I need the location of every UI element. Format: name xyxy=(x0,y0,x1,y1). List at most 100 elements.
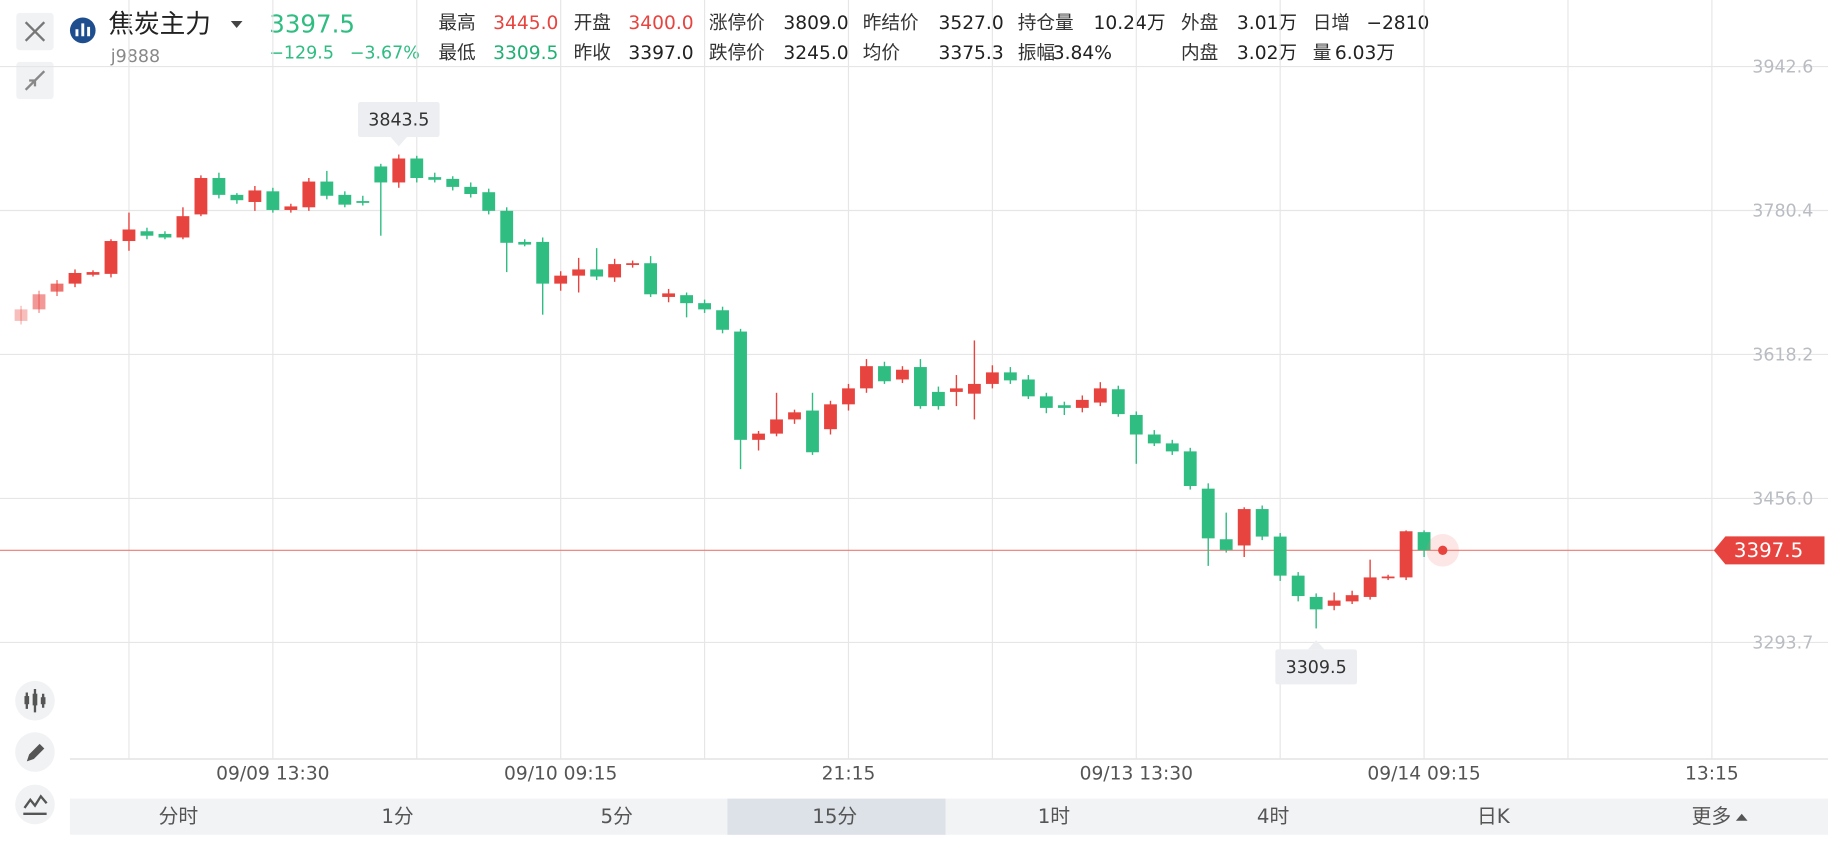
stat-value: 3375.3 xyxy=(938,43,1003,64)
annotation-box xyxy=(1275,649,1357,685)
stat-label: 日增 xyxy=(1313,13,1350,34)
candle-body xyxy=(608,264,622,278)
tab[interactable]: 分时 xyxy=(159,805,199,828)
candle-body xyxy=(1291,575,1305,597)
candle-body xyxy=(824,404,837,430)
y-tick-label: 3780.4 xyxy=(1752,202,1813,222)
candle-body xyxy=(1381,576,1395,579)
candle-body xyxy=(860,366,873,389)
stat-value: 10.24万 xyxy=(1094,13,1166,34)
candle-body xyxy=(104,241,118,274)
candle-body xyxy=(1165,443,1179,452)
stat-label: 均价 xyxy=(863,43,901,64)
last-price-tag-label: 3397.5 xyxy=(1734,539,1803,562)
candle-body xyxy=(374,166,388,183)
shrink-button[interactable] xyxy=(16,61,54,100)
candle-body xyxy=(158,233,172,238)
x-tick-label: 09/14 09:15 xyxy=(1367,764,1480,785)
candle-body xyxy=(806,410,819,453)
tab-arrow xyxy=(1735,813,1748,821)
candle-body xyxy=(967,383,981,394)
candle-body xyxy=(284,206,298,210)
candle-body xyxy=(734,331,747,440)
candle-body xyxy=(878,366,891,382)
tab[interactable]: 5分 xyxy=(601,805,634,828)
candle-body xyxy=(1327,600,1341,606)
y-tick-label: 3456.0 xyxy=(1752,490,1813,510)
candle-tool[interactable] xyxy=(15,680,55,721)
candle-body xyxy=(1237,509,1251,546)
candle-body xyxy=(500,210,514,243)
symbol-name[interactable]: 焦炭主力 xyxy=(108,10,211,40)
candle-body xyxy=(518,241,532,245)
stat-value: 3.84% xyxy=(1053,43,1112,64)
tab[interactable]: 1时 xyxy=(1038,805,1071,828)
stat-label: 开盘 xyxy=(574,13,611,34)
candle-body xyxy=(1075,399,1089,408)
x-tick-label: 21:15 xyxy=(822,764,876,785)
stat-label: 振幅 xyxy=(1018,43,1055,64)
close-button[interactable] xyxy=(16,12,54,51)
annotation-box xyxy=(357,102,440,138)
tab[interactable]: 1分 xyxy=(381,805,414,828)
candle-body xyxy=(1399,531,1413,578)
stat-label: 昨结价 xyxy=(863,13,919,34)
candle-body xyxy=(410,158,424,179)
stat-value: 6.03万 xyxy=(1335,43,1395,64)
y-tick-label: 3618.2 xyxy=(1752,346,1813,366)
tab[interactable]: 4时 xyxy=(1257,805,1290,828)
candle-body xyxy=(194,178,208,215)
indicator-tool[interactable] xyxy=(15,784,55,825)
candle-body xyxy=(1273,536,1287,576)
stat-label: 内盘 xyxy=(1181,43,1218,64)
candle-body xyxy=(914,367,927,407)
candle-body xyxy=(14,309,28,321)
candle-body xyxy=(752,433,765,440)
dropdown-arrow[interactable] xyxy=(230,21,243,29)
candle-body xyxy=(320,181,334,196)
annotation-pointer xyxy=(390,137,407,147)
candle-body xyxy=(266,191,280,210)
stat-value: 3400.0 xyxy=(628,13,693,34)
candle-body xyxy=(392,158,406,183)
candle-body xyxy=(230,194,244,201)
candle-body xyxy=(464,186,478,194)
stat-label: 涨停价 xyxy=(709,13,765,34)
candle-body xyxy=(1219,539,1233,550)
stat-value: 3527.0 xyxy=(938,13,1003,34)
tab[interactable]: 日K xyxy=(1477,805,1511,828)
candle-body xyxy=(788,412,801,420)
draw-tool[interactable] xyxy=(15,732,55,772)
tab[interactable]: 15分 xyxy=(812,805,857,828)
x-tick-label: 13:15 xyxy=(1685,764,1739,785)
candle-body xyxy=(1363,577,1377,597)
candle-body xyxy=(1003,372,1017,381)
annotation-pointer xyxy=(1307,640,1325,650)
x-tick-label: 09/10 09:15 xyxy=(504,764,617,785)
candle-body xyxy=(1057,405,1071,408)
candle-body xyxy=(1201,488,1215,539)
candle-body xyxy=(68,272,82,284)
tab[interactable]: 更多 xyxy=(1692,805,1732,828)
candle-body xyxy=(1093,388,1107,403)
x-tick-label: 09/09 13:30 xyxy=(216,764,329,785)
stat-value: 3397.0 xyxy=(628,43,693,64)
candle-body xyxy=(770,419,783,434)
candle-body xyxy=(140,231,154,236)
candle-body xyxy=(428,177,442,180)
candle-body xyxy=(122,229,136,242)
candle-body xyxy=(176,216,190,238)
logo xyxy=(69,17,96,44)
candle-body xyxy=(338,194,352,205)
candle-body xyxy=(248,190,262,202)
candle-body xyxy=(1111,389,1125,415)
x-tick-label: 09/13 13:30 xyxy=(1080,764,1193,785)
annotation-label: 3843.5 xyxy=(368,111,429,131)
y-tick-label: 3942.6 xyxy=(1752,58,1813,78)
stat-value: 3445.0 xyxy=(493,13,558,34)
candle-body xyxy=(1345,595,1359,602)
last-price-tag xyxy=(1713,536,1825,565)
